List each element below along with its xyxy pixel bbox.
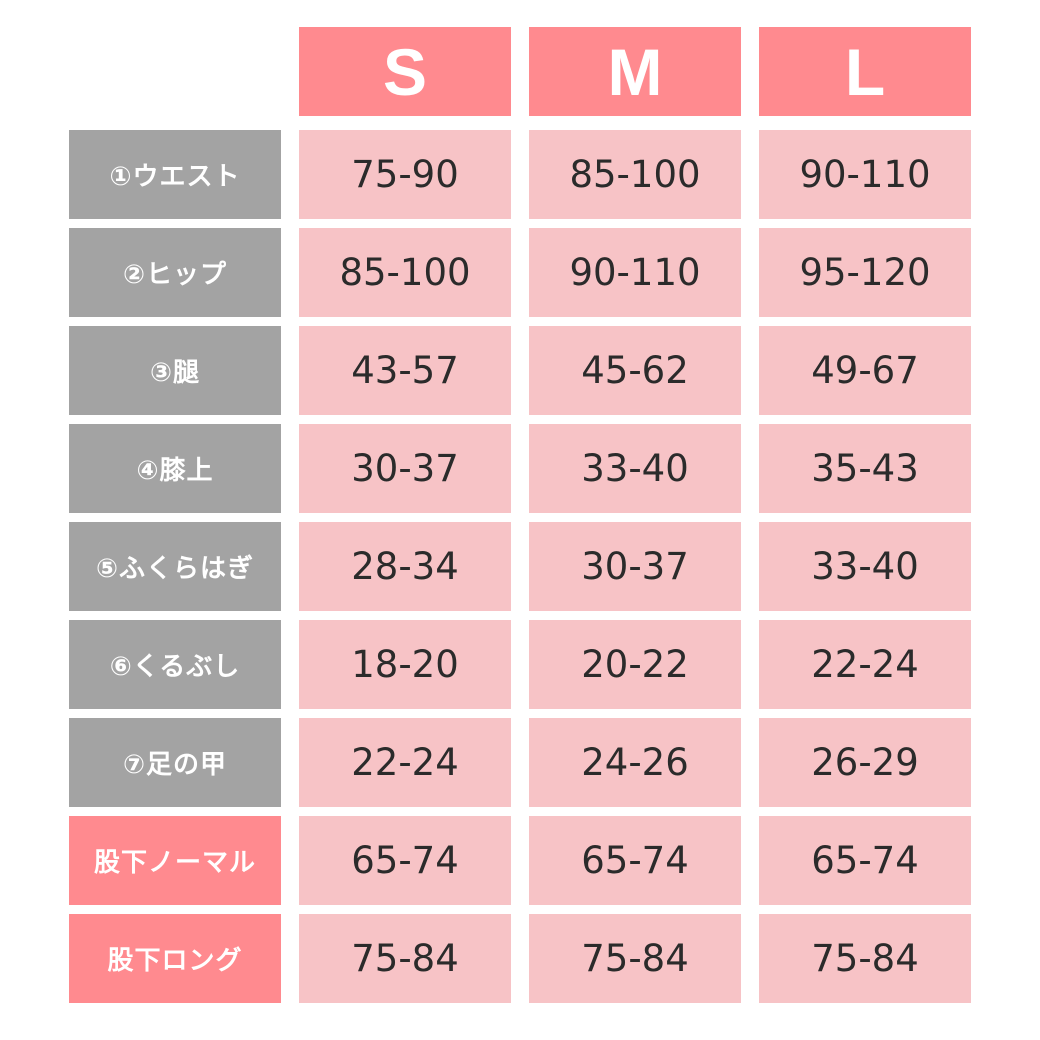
value-cell-s: 75-84 xyxy=(299,914,511,1003)
value-cell-s: 30-37 xyxy=(299,424,511,513)
value-cell-m: 65-74 xyxy=(529,816,741,905)
row-label: ⑤ふくらはぎ xyxy=(69,522,281,611)
value-cell-s: 85-100 xyxy=(299,228,511,317)
value-cell-s: 43-57 xyxy=(299,326,511,415)
value-cell-s: 75-90 xyxy=(299,130,511,219)
value-cell-m: 85-100 xyxy=(529,130,741,219)
value-cell-l: 22-24 xyxy=(759,620,971,709)
value-cell-s: 22-24 xyxy=(299,718,511,807)
value-cell-m: 45-62 xyxy=(529,326,741,415)
value-cell-s: 18-20 xyxy=(299,620,511,709)
value-cell-s: 65-74 xyxy=(299,816,511,905)
size-header-m: M xyxy=(529,27,741,116)
value-cell-l: 26-29 xyxy=(759,718,971,807)
size-header-l: L xyxy=(759,27,971,116)
row-label: 股下ロング xyxy=(69,914,281,1003)
value-cell-m: 30-37 xyxy=(529,522,741,611)
value-cell-m: 90-110 xyxy=(529,228,741,317)
row-label: ①ウエスト xyxy=(69,130,281,219)
value-cell-m: 33-40 xyxy=(529,424,741,513)
row-label: ②ヒップ xyxy=(69,228,281,317)
value-cell-l: 33-40 xyxy=(759,522,971,611)
row-label: ④膝上 xyxy=(69,424,281,513)
value-cell-l: 95-120 xyxy=(759,228,971,317)
value-cell-m: 24-26 xyxy=(529,718,741,807)
row-label: ⑦足の甲 xyxy=(69,718,281,807)
row-label: ⑥くるぶし xyxy=(69,620,281,709)
value-cell-l: 49-67 xyxy=(759,326,971,415)
row-label: 股下ノーマル xyxy=(69,816,281,905)
value-cell-l: 75-84 xyxy=(759,914,971,1003)
value-cell-l: 35-43 xyxy=(759,424,971,513)
value-cell-s: 28-34 xyxy=(299,522,511,611)
size-header-s: S xyxy=(299,27,511,116)
value-cell-l: 65-74 xyxy=(759,816,971,905)
value-cell-m: 20-22 xyxy=(529,620,741,709)
value-cell-m: 75-84 xyxy=(529,914,741,1003)
value-cell-l: 90-110 xyxy=(759,130,971,219)
row-label: ③腿 xyxy=(69,326,281,415)
